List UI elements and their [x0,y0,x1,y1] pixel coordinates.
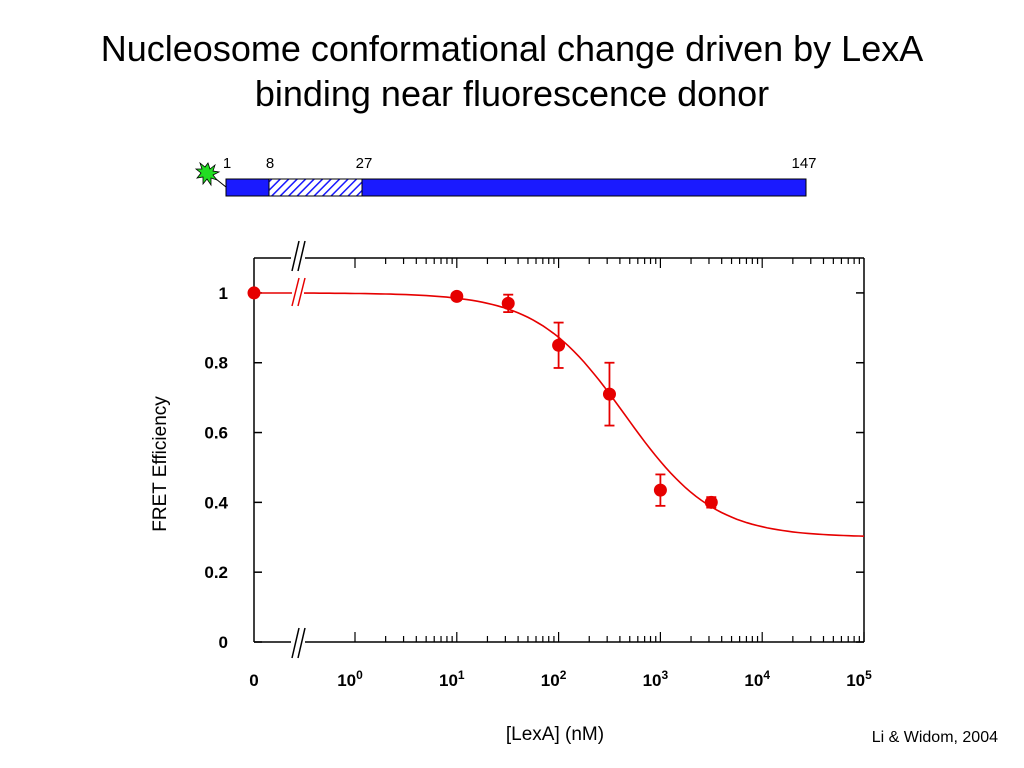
axis-break-marks [291,240,306,659]
dna-segment-right [361,178,807,197]
x-tick-label: 105 [846,668,872,690]
data-point [450,289,464,303]
title-line-2: binding near fluorescence donor [254,73,770,114]
title-line-1: Nucleosome conformational change driven … [100,28,924,69]
fit-curve [253,292,865,537]
page-title: Nucleosome conformational change driven … [0,26,1024,116]
data-point [653,483,667,497]
y-tick-labels: 0 0.2 0.4 0.6 0.8 1 [204,284,228,652]
axis-break-gap-top [291,252,305,264]
lexa-binding-site [268,178,363,197]
y-axis-title: FRET Efficiency [150,396,171,532]
x-tick-label: 104 [744,668,770,690]
dna-position-label-1: 1 [223,155,231,172]
axis-break-slash [291,240,300,272]
dna-position-label-147: 147 [791,155,816,172]
x-tick-label: 100 [337,668,363,690]
citation: Li & Widom, 2004 [871,729,998,746]
dna-segment-left [225,178,270,197]
plot-frame [253,257,865,643]
data-point [501,296,515,310]
x-tick-label: 101 [439,668,465,690]
axis-break-slash [291,627,300,659]
axis-break-slash [297,627,306,659]
dna-position-label-27: 27 [356,155,373,172]
fit-curve-layer [253,292,865,537]
dna-position-label-8: 8 [266,155,274,172]
x-tick-label: 0 [249,671,258,690]
dna-schematic: 1 8 27 147 [194,155,817,197]
data-point [552,338,566,352]
axis-break-slash [297,240,306,272]
curve-break-marks [291,277,306,307]
data-point [704,495,718,509]
data-point [602,387,616,401]
y-tick-label: 0.8 [204,354,228,373]
curve-break-slash [291,277,300,307]
y-tick-label: 0.6 [204,424,228,443]
x-axis-title: [LexA] (nM) [506,724,604,745]
y-tick-label: 1 [219,284,228,303]
data-point [247,286,261,300]
data-points-layer [247,286,718,509]
y-tick-label: 0 [219,633,228,652]
x-tick-label: 103 [643,668,669,690]
x-tick-label: 102 [541,668,567,690]
x-tick-labels: 0 100 101 102 103 104 105 [249,668,872,690]
starburst-icon [194,161,227,188]
curve-break-gap [292,284,304,302]
y-tick-label: 0.2 [204,563,228,582]
y-tick-label: 0.4 [204,493,228,512]
curve-break-slash [297,277,306,307]
axis-ticks [254,258,865,643]
